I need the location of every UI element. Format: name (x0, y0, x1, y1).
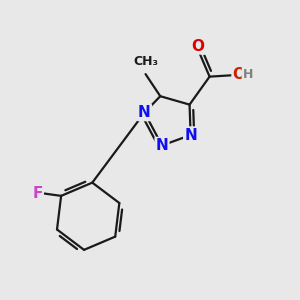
Text: O: O (232, 67, 245, 82)
Text: H: H (243, 68, 253, 81)
Text: N: N (138, 105, 151, 120)
Text: F: F (32, 186, 43, 201)
Text: CH₃: CH₃ (133, 55, 158, 68)
Text: N: N (156, 138, 168, 153)
Text: O: O (191, 38, 204, 53)
Text: N: N (184, 128, 197, 142)
